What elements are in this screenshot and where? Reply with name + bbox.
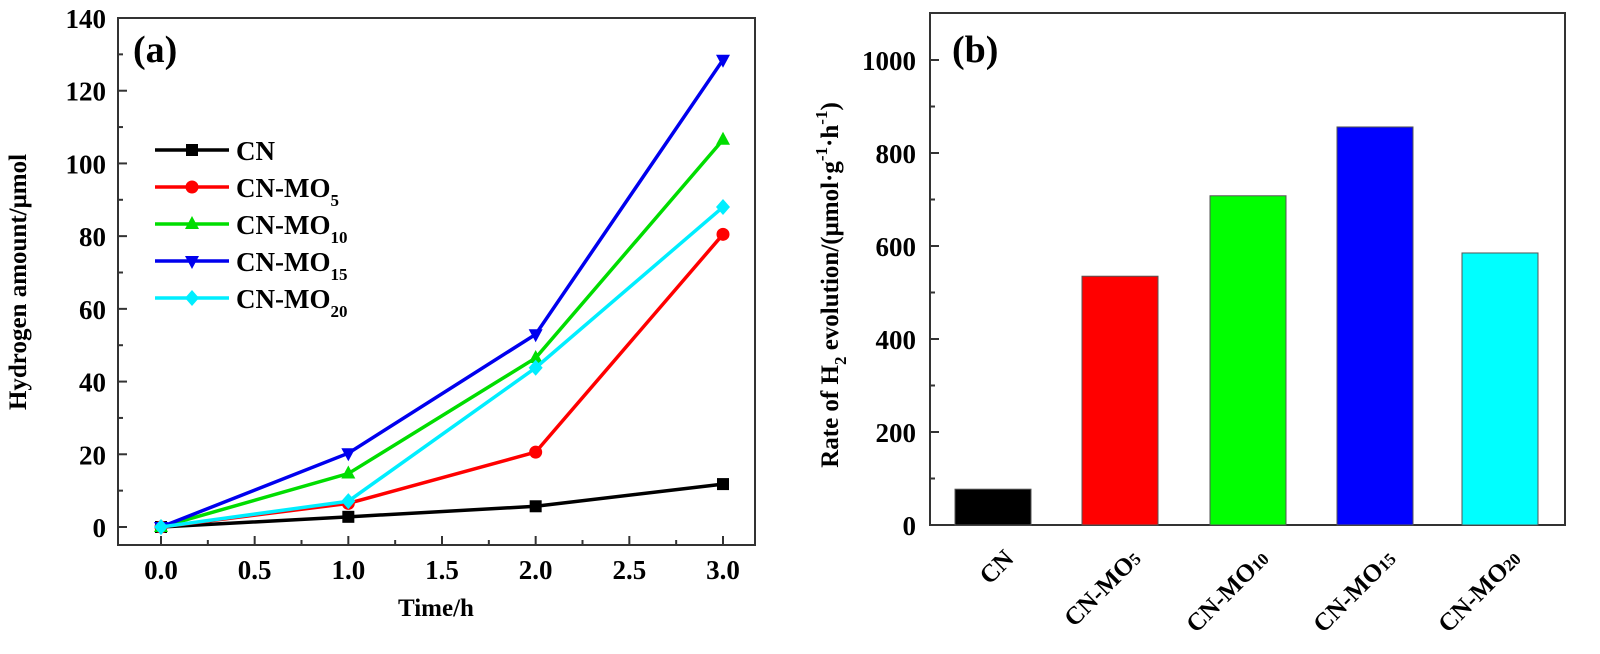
x-tick-label-a: 2.5 (612, 555, 646, 585)
y-tick-label-b: 400 (876, 325, 917, 355)
bar-cn (954, 488, 1032, 526)
legend-item-cn-mo15: CN-MO15 (155, 247, 347, 284)
x-axis-title-a: Time/h (398, 595, 474, 622)
panel-a: (a) 0.0 0.5 1.0 1.5 2.0 2.5 3.0 0 20 40 60 80 100 120… (5, 4, 756, 622)
y-axis-title-b: Rate of H2 evolution/(μmol·g-1·h-1) (812, 102, 850, 468)
plot-frame-a (117, 17, 756, 546)
x-tick-label-a: 3.0 (706, 555, 740, 585)
category-label: CN-MO10 (1181, 545, 1274, 638)
y-tick-label-a: 20 (79, 440, 106, 470)
x-tick-label-a: 0.5 (238, 555, 272, 585)
data-point (717, 478, 729, 491)
y-tick-label-a: 60 (79, 295, 106, 325)
category-label: CN (975, 545, 1020, 590)
series-cn-mo20 (154, 199, 730, 535)
legend-label: CN-MO15 (236, 247, 347, 284)
y-tick-label-a: 120 (66, 77, 107, 107)
legend-label: CN-MO5 (236, 173, 339, 210)
data-point (341, 493, 356, 510)
data-point (341, 448, 356, 462)
b-category-labels: CN CN-MO5 CN-MO10 CN-MO15 CN-MO20 (975, 545, 1526, 638)
category-label: CN-MO20 (1433, 545, 1526, 638)
legend-label: CN-MO10 (236, 210, 347, 247)
data-point (716, 54, 730, 68)
data-point (528, 349, 543, 363)
y-tick-label-a: 100 (66, 149, 107, 179)
data-point (154, 519, 168, 535)
legend-item-cn-mo5: CN-MO5 (155, 173, 339, 210)
b-bars (954, 126, 1539, 526)
a-series-lines (154, 54, 730, 535)
series-line (160, 58, 725, 529)
data-point (528, 329, 543, 343)
data-point (716, 131, 730, 145)
bar-cn-mo10 (1209, 195, 1287, 526)
series-line (160, 205, 725, 529)
bar-cn-mo20 (1461, 252, 1539, 526)
x-tick-label-a: 1.5 (425, 555, 459, 585)
panel-label-b: (b) (952, 29, 998, 71)
category-label: CN-MO15 (1308, 545, 1401, 638)
b-axis-ticks: 0 200 400 600 800 1000 (862, 46, 939, 541)
y-tick-label-b: 600 (876, 232, 917, 262)
series-line (160, 482, 724, 529)
category-label-group: CN-MO5 (1059, 545, 1146, 632)
data-point (341, 465, 356, 479)
legend-marker (185, 216, 199, 229)
data-point (716, 199, 730, 216)
x-tick-label-a: 2.0 (519, 555, 553, 585)
data-point (529, 445, 543, 459)
category-label: CN-MO5 (1059, 545, 1146, 632)
y-tick-label-a: 0 (93, 513, 107, 543)
a-axis-ticks: 0.0 0.5 1.0 1.5 2.0 2.5 3.0 0 20 40 60 80 100 120 140 (66, 4, 740, 585)
legend-item-cn-mo10: CN-MO10 (155, 210, 347, 247)
legend-marker (185, 256, 199, 269)
y-tick-label-a: 40 (79, 368, 106, 398)
x-tick-label-a: 0.0 (144, 555, 178, 585)
data-point (529, 500, 542, 513)
series-line (160, 138, 725, 529)
y-tick-label-b: 800 (876, 139, 917, 169)
bar-cn-mo15 (1336, 126, 1414, 526)
panel-b: (b) 0 200 400 600 800 1000 CN CN-MO5 CN-MO10 CN-… (812, 12, 1566, 638)
panel-label-a: (a) (133, 29, 177, 71)
data-point (528, 359, 543, 376)
legend-marker (186, 144, 198, 156)
data-point (342, 510, 355, 523)
category-label-group: CN-MO15 (1308, 545, 1401, 638)
legend-marker (185, 290, 199, 306)
legend-item-cn-mo20: CN-MO20 (155, 284, 347, 321)
x-tick-label-a: 1.0 (331, 555, 365, 585)
y-tick-label-b: 1000 (862, 46, 916, 76)
y-tick-label-a: 80 (79, 222, 106, 252)
legend-marker (185, 180, 199, 194)
legend-item-cn: CN (155, 136, 275, 166)
data-point (716, 227, 730, 241)
legend-label: CN-MO20 (236, 284, 347, 321)
category-label-group: CN (975, 545, 1020, 590)
legend-label: CN (236, 136, 275, 166)
category-label-group: CN-MO10 (1181, 545, 1274, 638)
bar-cn-mo5 (1081, 275, 1159, 526)
category-label-group: CN-MO20 (1433, 545, 1526, 638)
y-tick-label-b: 0 (903, 511, 917, 541)
y-axis-title-a: Hydrogen amount/μmol (5, 154, 32, 410)
y-tick-label-a: 140 (66, 4, 107, 34)
y-tick-label-b: 200 (876, 418, 917, 448)
